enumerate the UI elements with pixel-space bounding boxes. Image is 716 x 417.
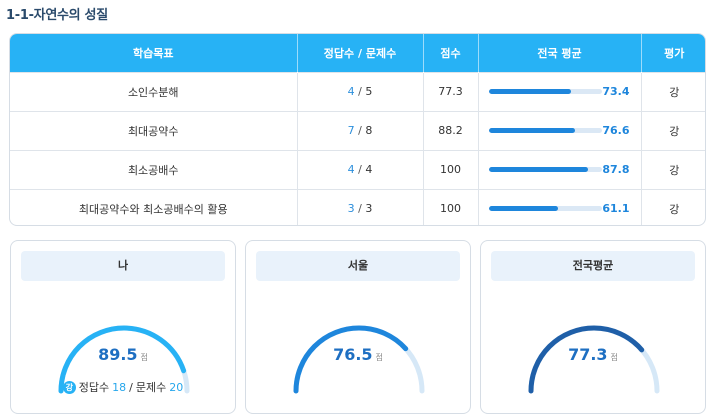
- score-value: 77.3: [568, 345, 608, 364]
- national-avg-cell: 61.1: [478, 188, 642, 225]
- table-row: 소인수분해 4 / 5 77.3 73.4 강: [10, 71, 705, 111]
- score-gauge: [293, 325, 425, 394]
- gauge-fill: [528, 325, 660, 394]
- correct-total-cell: 4 / 5: [297, 71, 424, 111]
- page-title: 1-1-자연수의 성질: [6, 8, 108, 23]
- grade-cell: 강: [641, 110, 705, 150]
- separator: /: [354, 163, 366, 176]
- score-cell: 100: [423, 149, 479, 189]
- card-me: 나 89.5 점 강 정답수 18 / 문제수 20: [10, 240, 236, 414]
- score-gauge: [528, 325, 660, 394]
- score-value: 76.5: [333, 345, 373, 364]
- table-row: 최소공배수 4 / 4 100 87.8 강: [10, 149, 705, 189]
- separator: /: [354, 202, 366, 215]
- avg-value: 76.6: [602, 124, 630, 137]
- objective-text: 최대공약수: [127, 124, 179, 138]
- grade-cell: 강: [641, 71, 705, 111]
- header-score: 점수: [423, 34, 479, 72]
- score-display: 76.5 점: [246, 345, 470, 364]
- correct-count: 18: [112, 380, 127, 394]
- header-objective: 학습목표: [10, 34, 298, 72]
- score-value: 89.5: [98, 345, 138, 364]
- correct-count: 7: [347, 124, 355, 137]
- card-label: 전국평균: [491, 251, 695, 281]
- objective-cell: 최소공배수: [10, 149, 298, 189]
- objective-text: 최대공약수와 최소공배수의 활용: [78, 202, 228, 216]
- objective-cell: 최대공약수: [10, 110, 298, 150]
- correct-total-cell: 4 / 4: [297, 149, 424, 189]
- correct-count: 4: [347, 85, 355, 98]
- total-label: 문제수: [135, 381, 167, 394]
- total-count: 3: [365, 202, 373, 215]
- score-cell: 100: [423, 188, 479, 225]
- table-header-row: 학습목표 정답수 / 문제수 점수 전국 평균 평가: [10, 34, 705, 72]
- correct-total-cell: 3 / 3: [297, 188, 424, 225]
- avg-bar-fill: [488, 128, 576, 133]
- score-cell: 77.3: [423, 71, 479, 111]
- national-avg-cell: 73.4: [478, 71, 642, 111]
- separator: /: [354, 85, 366, 98]
- grade-cell: 강: [641, 149, 705, 189]
- card-label: 나: [21, 251, 225, 281]
- header-grade: 평가: [664, 46, 685, 60]
- card-seoul: 서울 76.5 점: [245, 240, 471, 414]
- avg-bar-track: [488, 167, 602, 172]
- score-display: 89.5 점: [11, 345, 235, 364]
- score-unit: 점: [610, 353, 618, 362]
- correct-label: 정답수: [78, 381, 110, 394]
- total-count: 4: [365, 163, 373, 176]
- avg-bar-fill: [488, 167, 588, 172]
- separator: /: [129, 380, 133, 394]
- avg-value: 61.1: [602, 202, 630, 215]
- avg-bar-fill: [488, 89, 572, 94]
- grade-cell: 강: [641, 188, 705, 225]
- score-unit: 점: [375, 353, 383, 362]
- objective-text: 소인수분해: [127, 85, 179, 99]
- card-national: 전국평균 77.3 점: [480, 240, 706, 414]
- grade-badge: 강: [62, 380, 76, 394]
- avg-value: 73.4: [602, 85, 630, 98]
- score-cell: 88.2: [423, 110, 479, 150]
- card-footer: 강 정답수 18 / 문제수 20: [11, 379, 235, 395]
- correct-total-cell: 7 / 8: [297, 110, 424, 150]
- header-national-avg: 전국 평균: [478, 34, 642, 72]
- national-avg-cell: 76.6: [478, 110, 642, 150]
- avg-bar-track: [488, 128, 602, 133]
- header-correct-total: 정답수 / 문제수: [297, 34, 424, 72]
- objective-cell: 소인수분해: [10, 71, 298, 111]
- score-gauge: [58, 325, 190, 394]
- gauge-fill: [58, 325, 190, 394]
- score-unit: 점: [140, 353, 148, 362]
- avg-bar-track: [488, 89, 602, 94]
- card-label: 서울: [256, 251, 460, 281]
- avg-bar-fill: [488, 206, 558, 211]
- total-count: 20: [169, 380, 184, 394]
- avg-value: 87.8: [602, 163, 630, 176]
- gauge-fill: [293, 325, 425, 394]
- national-avg-cell: 87.8: [478, 149, 642, 189]
- objective-text: 최소공배수: [127, 163, 179, 177]
- total-count: 8: [365, 124, 373, 137]
- correct-count: 3: [347, 202, 355, 215]
- table-row: 최대공약수 7 / 8 88.2 76.6 강: [10, 110, 705, 150]
- avg-bar-track: [488, 206, 602, 211]
- separator: /: [354, 124, 366, 137]
- score-display: 77.3 점: [481, 345, 705, 364]
- correct-count: 4: [347, 163, 355, 176]
- table-row: 최대공약수와 최소공배수의 활용 3 / 3 100 61.1 강: [10, 188, 705, 225]
- results-table: 학습목표 정답수 / 문제수 점수 전국 평균 평가 소인수분해 4 / 5 77.…: [9, 33, 706, 226]
- total-count: 5: [365, 85, 373, 98]
- objective-cell: 최대공약수와 최소공배수의 활용: [10, 188, 298, 225]
